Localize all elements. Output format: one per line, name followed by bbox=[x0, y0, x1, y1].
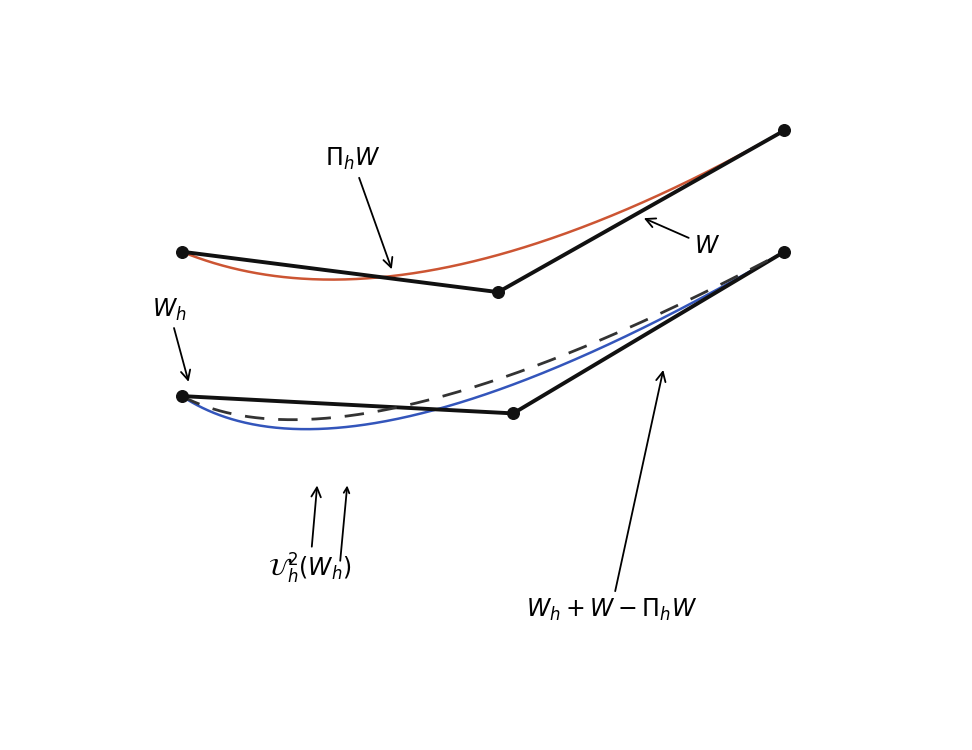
Point bbox=[174, 246, 190, 258]
Text: $\mathcal{U}_h^2(W_h)$: $\mathcal{U}_h^2(W_h)$ bbox=[268, 488, 352, 586]
Text: $W$: $W$ bbox=[645, 218, 720, 258]
Point bbox=[490, 286, 505, 298]
Point bbox=[505, 407, 521, 419]
Text: $W_h + W - \Pi_h W$: $W_h + W - \Pi_h W$ bbox=[526, 372, 697, 622]
Point bbox=[777, 124, 792, 136]
Text: $\Pi_h W$: $\Pi_h W$ bbox=[325, 146, 393, 268]
Point bbox=[777, 246, 792, 258]
Text: $W_h$: $W_h$ bbox=[152, 296, 191, 380]
Point bbox=[174, 390, 190, 402]
